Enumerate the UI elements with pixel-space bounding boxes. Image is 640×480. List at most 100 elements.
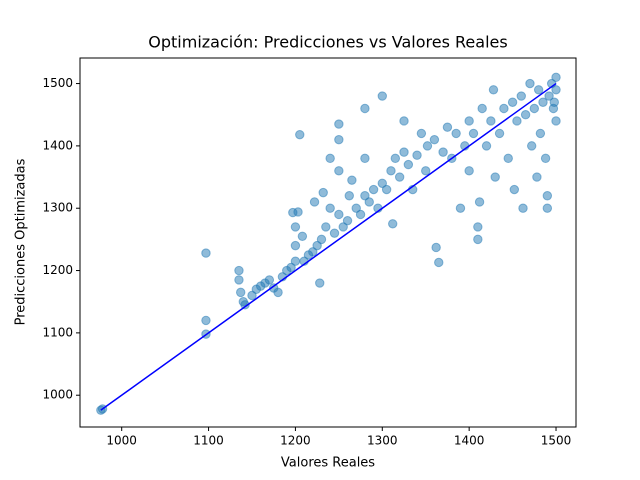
point	[273, 287, 283, 298]
y-tick-label: 1500	[42, 76, 73, 90]
point	[403, 159, 414, 170]
point	[551, 116, 561, 126]
point	[538, 97, 548, 107]
point	[297, 231, 308, 241]
chart-title: Optimización: Predicciones vs Valores Re…	[148, 33, 507, 52]
point	[526, 141, 537, 151]
point	[236, 287, 246, 298]
reference-line	[100, 82, 557, 411]
point	[360, 153, 370, 164]
point	[386, 166, 396, 176]
point	[438, 147, 448, 157]
point	[507, 97, 518, 107]
point	[474, 197, 485, 207]
point	[494, 128, 505, 139]
point	[351, 203, 361, 213]
x-tick-label: 1000	[106, 434, 137, 448]
point	[503, 153, 513, 164]
x-tick-label: 1100	[193, 434, 224, 448]
point	[308, 247, 318, 257]
point	[544, 91, 554, 101]
point	[481, 141, 492, 151]
point	[399, 116, 409, 126]
point	[290, 222, 301, 232]
point	[520, 110, 531, 120]
point	[334, 119, 344, 129]
point	[512, 116, 522, 126]
x-tick-label: 1500	[541, 434, 572, 448]
point	[442, 122, 453, 132]
point	[464, 116, 474, 126]
point	[325, 153, 335, 164]
point	[499, 103, 509, 114]
point	[290, 240, 301, 251]
point	[334, 134, 344, 145]
point	[416, 128, 427, 139]
point	[381, 184, 392, 195]
point	[325, 203, 335, 213]
point	[293, 207, 303, 217]
point	[360, 191, 370, 201]
point	[234, 265, 244, 276]
point	[316, 234, 327, 245]
point	[234, 275, 244, 285]
y-tick-label: 1000	[42, 388, 73, 402]
y-axis-label: Predicciones Optimizadas	[14, 158, 29, 325]
point	[516, 91, 526, 101]
point	[422, 141, 433, 151]
plot-frame	[79, 57, 577, 428]
point	[290, 256, 301, 266]
x-axis-label: Valores Reales	[281, 456, 375, 471]
point	[388, 219, 398, 229]
y-tick-label: 1100	[42, 325, 73, 339]
point	[201, 248, 211, 258]
point	[315, 278, 325, 288]
point	[477, 103, 487, 114]
point	[240, 300, 250, 310]
point	[344, 191, 354, 201]
point	[434, 257, 444, 268]
point	[390, 153, 401, 164]
y-tick-label: 1300	[42, 201, 73, 215]
point	[394, 172, 405, 182]
point	[321, 222, 331, 232]
point	[412, 150, 422, 160]
point	[473, 234, 483, 245]
point	[518, 203, 528, 213]
point	[355, 209, 366, 220]
y-tick-label: 1400	[42, 138, 73, 152]
point	[334, 166, 344, 176]
point	[342, 215, 353, 226]
point	[542, 203, 553, 213]
point	[309, 197, 320, 207]
point	[486, 116, 496, 126]
point	[247, 290, 257, 301]
point	[334, 209, 344, 220]
point	[318, 187, 328, 198]
point	[488, 85, 499, 95]
point	[551, 72, 561, 83]
y-tick-label: 1200	[42, 263, 73, 277]
point	[451, 128, 461, 139]
point	[286, 262, 296, 273]
x-tick-label: 1200	[280, 434, 311, 448]
point	[533, 85, 544, 95]
point	[549, 97, 559, 107]
point	[329, 228, 340, 238]
point	[377, 91, 387, 101]
point	[364, 197, 374, 207]
point	[429, 134, 440, 145]
x-tick-label: 1400	[454, 434, 485, 448]
point	[468, 128, 479, 139]
point	[455, 203, 466, 213]
point	[338, 222, 348, 232]
point	[473, 222, 483, 232]
point	[421, 166, 431, 176]
point	[295, 129, 305, 140]
point	[509, 184, 520, 195]
point	[551, 85, 561, 95]
point	[490, 172, 500, 182]
point	[540, 153, 551, 164]
point	[264, 275, 275, 285]
